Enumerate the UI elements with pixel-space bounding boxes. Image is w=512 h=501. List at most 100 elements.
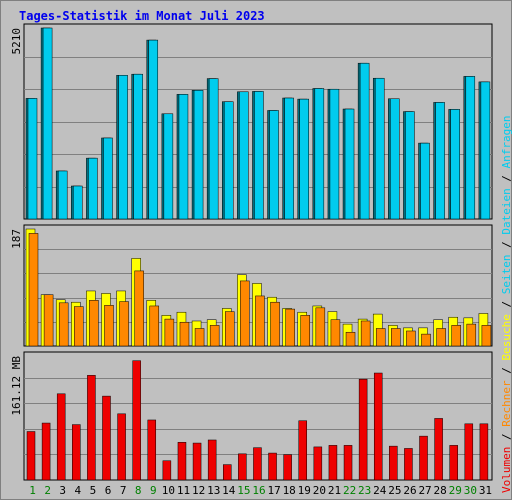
bar-dateien (299, 98, 309, 220)
bar-volumen (358, 378, 368, 481)
x-tick-label: 14 (222, 484, 236, 497)
x-tick-label: 15 (237, 484, 250, 497)
bar-volumen (223, 464, 232, 481)
bar-dateien (284, 97, 294, 220)
bar-dateien (420, 142, 430, 220)
legend-entry: Besuche (500, 314, 512, 360)
y-max-label: 5210 (10, 28, 23, 55)
bar-volumen (147, 419, 157, 481)
bar-volumen (464, 423, 474, 481)
x-tick-label: 3 (59, 484, 66, 497)
bar-dateien (73, 185, 83, 220)
bar-volumen (298, 420, 307, 481)
bar-rechner (406, 330, 416, 347)
bar-dateien (133, 73, 143, 220)
bar-dateien (374, 77, 385, 220)
bar-rechner (43, 294, 54, 347)
bar-dateien (163, 113, 174, 220)
bar-volumen (87, 375, 96, 481)
bar-dateien (88, 157, 98, 220)
x-tick-label: 7 (120, 484, 127, 497)
bar-volumen (343, 445, 353, 481)
bar-volumen (238, 453, 247, 481)
legend-entry: Anfragen (500, 115, 512, 168)
bar-rechner (134, 270, 144, 347)
legend: Volumen / Rechner / Besuche / Seiten / D… (500, 115, 512, 493)
bar-rechner (240, 280, 250, 347)
bar-rechner (119, 301, 129, 347)
bar-volumen (373, 372, 383, 481)
bar-rechner (481, 325, 492, 347)
x-tick-label: 18 (283, 484, 296, 497)
bar-dateien (27, 98, 38, 220)
bar-dateien (178, 94, 189, 220)
bar-rechner (104, 305, 114, 347)
y-max-label: 187 (10, 229, 23, 249)
bar-dateien (118, 75, 128, 220)
x-tick-label: 24 (373, 484, 387, 497)
x-tick-label: 30 (464, 484, 477, 497)
x-tick-label: 10 (162, 484, 175, 497)
legend-entry: Seiten (500, 255, 512, 295)
bar-dateien (148, 39, 159, 220)
bar-volumen (26, 431, 36, 481)
legend-entry: / (500, 361, 512, 381)
x-tick-label: 17 (267, 484, 280, 497)
bar-volumen (72, 424, 81, 481)
bar-dateien (57, 170, 68, 220)
bar-rechner (89, 300, 99, 347)
bar-rechner (149, 305, 160, 347)
x-tick-label: 11 (177, 484, 190, 497)
x-tick-label: 29 (449, 484, 462, 497)
x-tick-label: 4 (75, 484, 82, 497)
bar-volumen (192, 442, 202, 481)
bar-dateien (450, 109, 460, 220)
bar-rechner (330, 319, 341, 347)
bar-volumen (404, 448, 413, 481)
bar-volumen (268, 452, 277, 481)
bar-volumen (283, 454, 292, 481)
bar-volumen (207, 439, 217, 481)
legend-entry: / (500, 294, 512, 314)
bar-dateien (269, 110, 279, 220)
legend-entry: / (500, 168, 512, 188)
bar-dateien (314, 88, 325, 220)
x-tick-label: 8 (135, 484, 142, 497)
bar-rechner (345, 331, 356, 347)
bar-rechner (360, 320, 371, 347)
x-tick-label: 31 (479, 484, 492, 497)
bar-volumen (328, 445, 338, 481)
bar-dateien (239, 91, 249, 220)
bar-rechner (74, 306, 84, 347)
bar-dateien (208, 78, 219, 220)
bar-rechner (436, 328, 446, 347)
legend-entry: Dateien (500, 188, 512, 234)
bar-volumen (479, 423, 489, 481)
bar-dateien (344, 108, 355, 220)
x-tick-label: 19 (298, 484, 311, 497)
x-tick-label: 9 (150, 484, 157, 497)
bar-volumen (389, 445, 398, 481)
bar-dateien (435, 102, 445, 220)
legend-entry: Rechner (500, 380, 512, 427)
bar-dateien (390, 98, 400, 220)
bar-dateien (465, 76, 476, 220)
bar-dateien (42, 27, 53, 220)
x-tick-label: 12 (192, 484, 205, 497)
bar-dateien (480, 81, 491, 220)
bar-rechner (421, 333, 431, 347)
chart-title: Tages-Statistik im Monat Juli 2023 (19, 9, 265, 23)
x-tick-label: 16 (252, 484, 265, 497)
bar-volumen (56, 393, 66, 481)
bar-rechner (270, 301, 280, 347)
y-max-label: 161.12 MB (10, 356, 23, 416)
x-tick-label: 22 (343, 484, 356, 497)
bar-rechner (285, 308, 295, 347)
legend-entry: Volumen (500, 447, 512, 493)
x-tick-label: 21 (328, 484, 341, 497)
bar-dateien (405, 111, 415, 220)
bar-rechner (164, 318, 175, 347)
x-tick-label: 1 (29, 484, 36, 497)
